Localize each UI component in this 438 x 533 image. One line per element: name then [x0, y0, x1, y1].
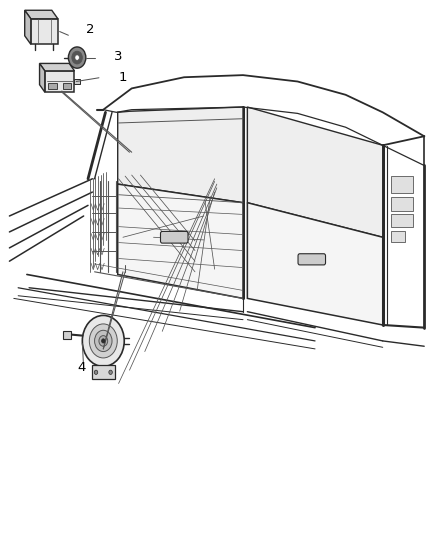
Circle shape	[82, 316, 124, 367]
Circle shape	[109, 370, 112, 374]
FancyBboxPatch shape	[391, 175, 413, 192]
Bar	[63, 331, 71, 339]
Circle shape	[102, 339, 105, 343]
Circle shape	[75, 55, 79, 60]
FancyBboxPatch shape	[298, 254, 325, 265]
Text: 4: 4	[77, 361, 85, 374]
Polygon shape	[39, 63, 74, 71]
Circle shape	[68, 47, 86, 68]
Circle shape	[89, 324, 117, 358]
Circle shape	[94, 370, 98, 374]
Text: 3: 3	[114, 50, 123, 63]
Polygon shape	[31, 19, 58, 44]
Polygon shape	[118, 184, 243, 298]
Polygon shape	[247, 107, 383, 237]
Polygon shape	[247, 203, 383, 325]
FancyBboxPatch shape	[92, 366, 115, 379]
Bar	[63, 83, 71, 90]
Polygon shape	[45, 71, 74, 92]
Polygon shape	[118, 107, 243, 203]
Polygon shape	[74, 79, 80, 84]
Text: 1: 1	[119, 71, 127, 84]
Bar	[48, 83, 57, 90]
Text: 2: 2	[86, 23, 94, 36]
Polygon shape	[25, 10, 58, 19]
Circle shape	[72, 51, 82, 64]
Polygon shape	[39, 63, 45, 92]
Circle shape	[95, 330, 112, 352]
FancyBboxPatch shape	[391, 231, 405, 241]
FancyBboxPatch shape	[391, 214, 413, 227]
Circle shape	[99, 336, 108, 346]
Polygon shape	[25, 10, 31, 44]
FancyBboxPatch shape	[391, 197, 413, 211]
FancyBboxPatch shape	[160, 231, 188, 243]
